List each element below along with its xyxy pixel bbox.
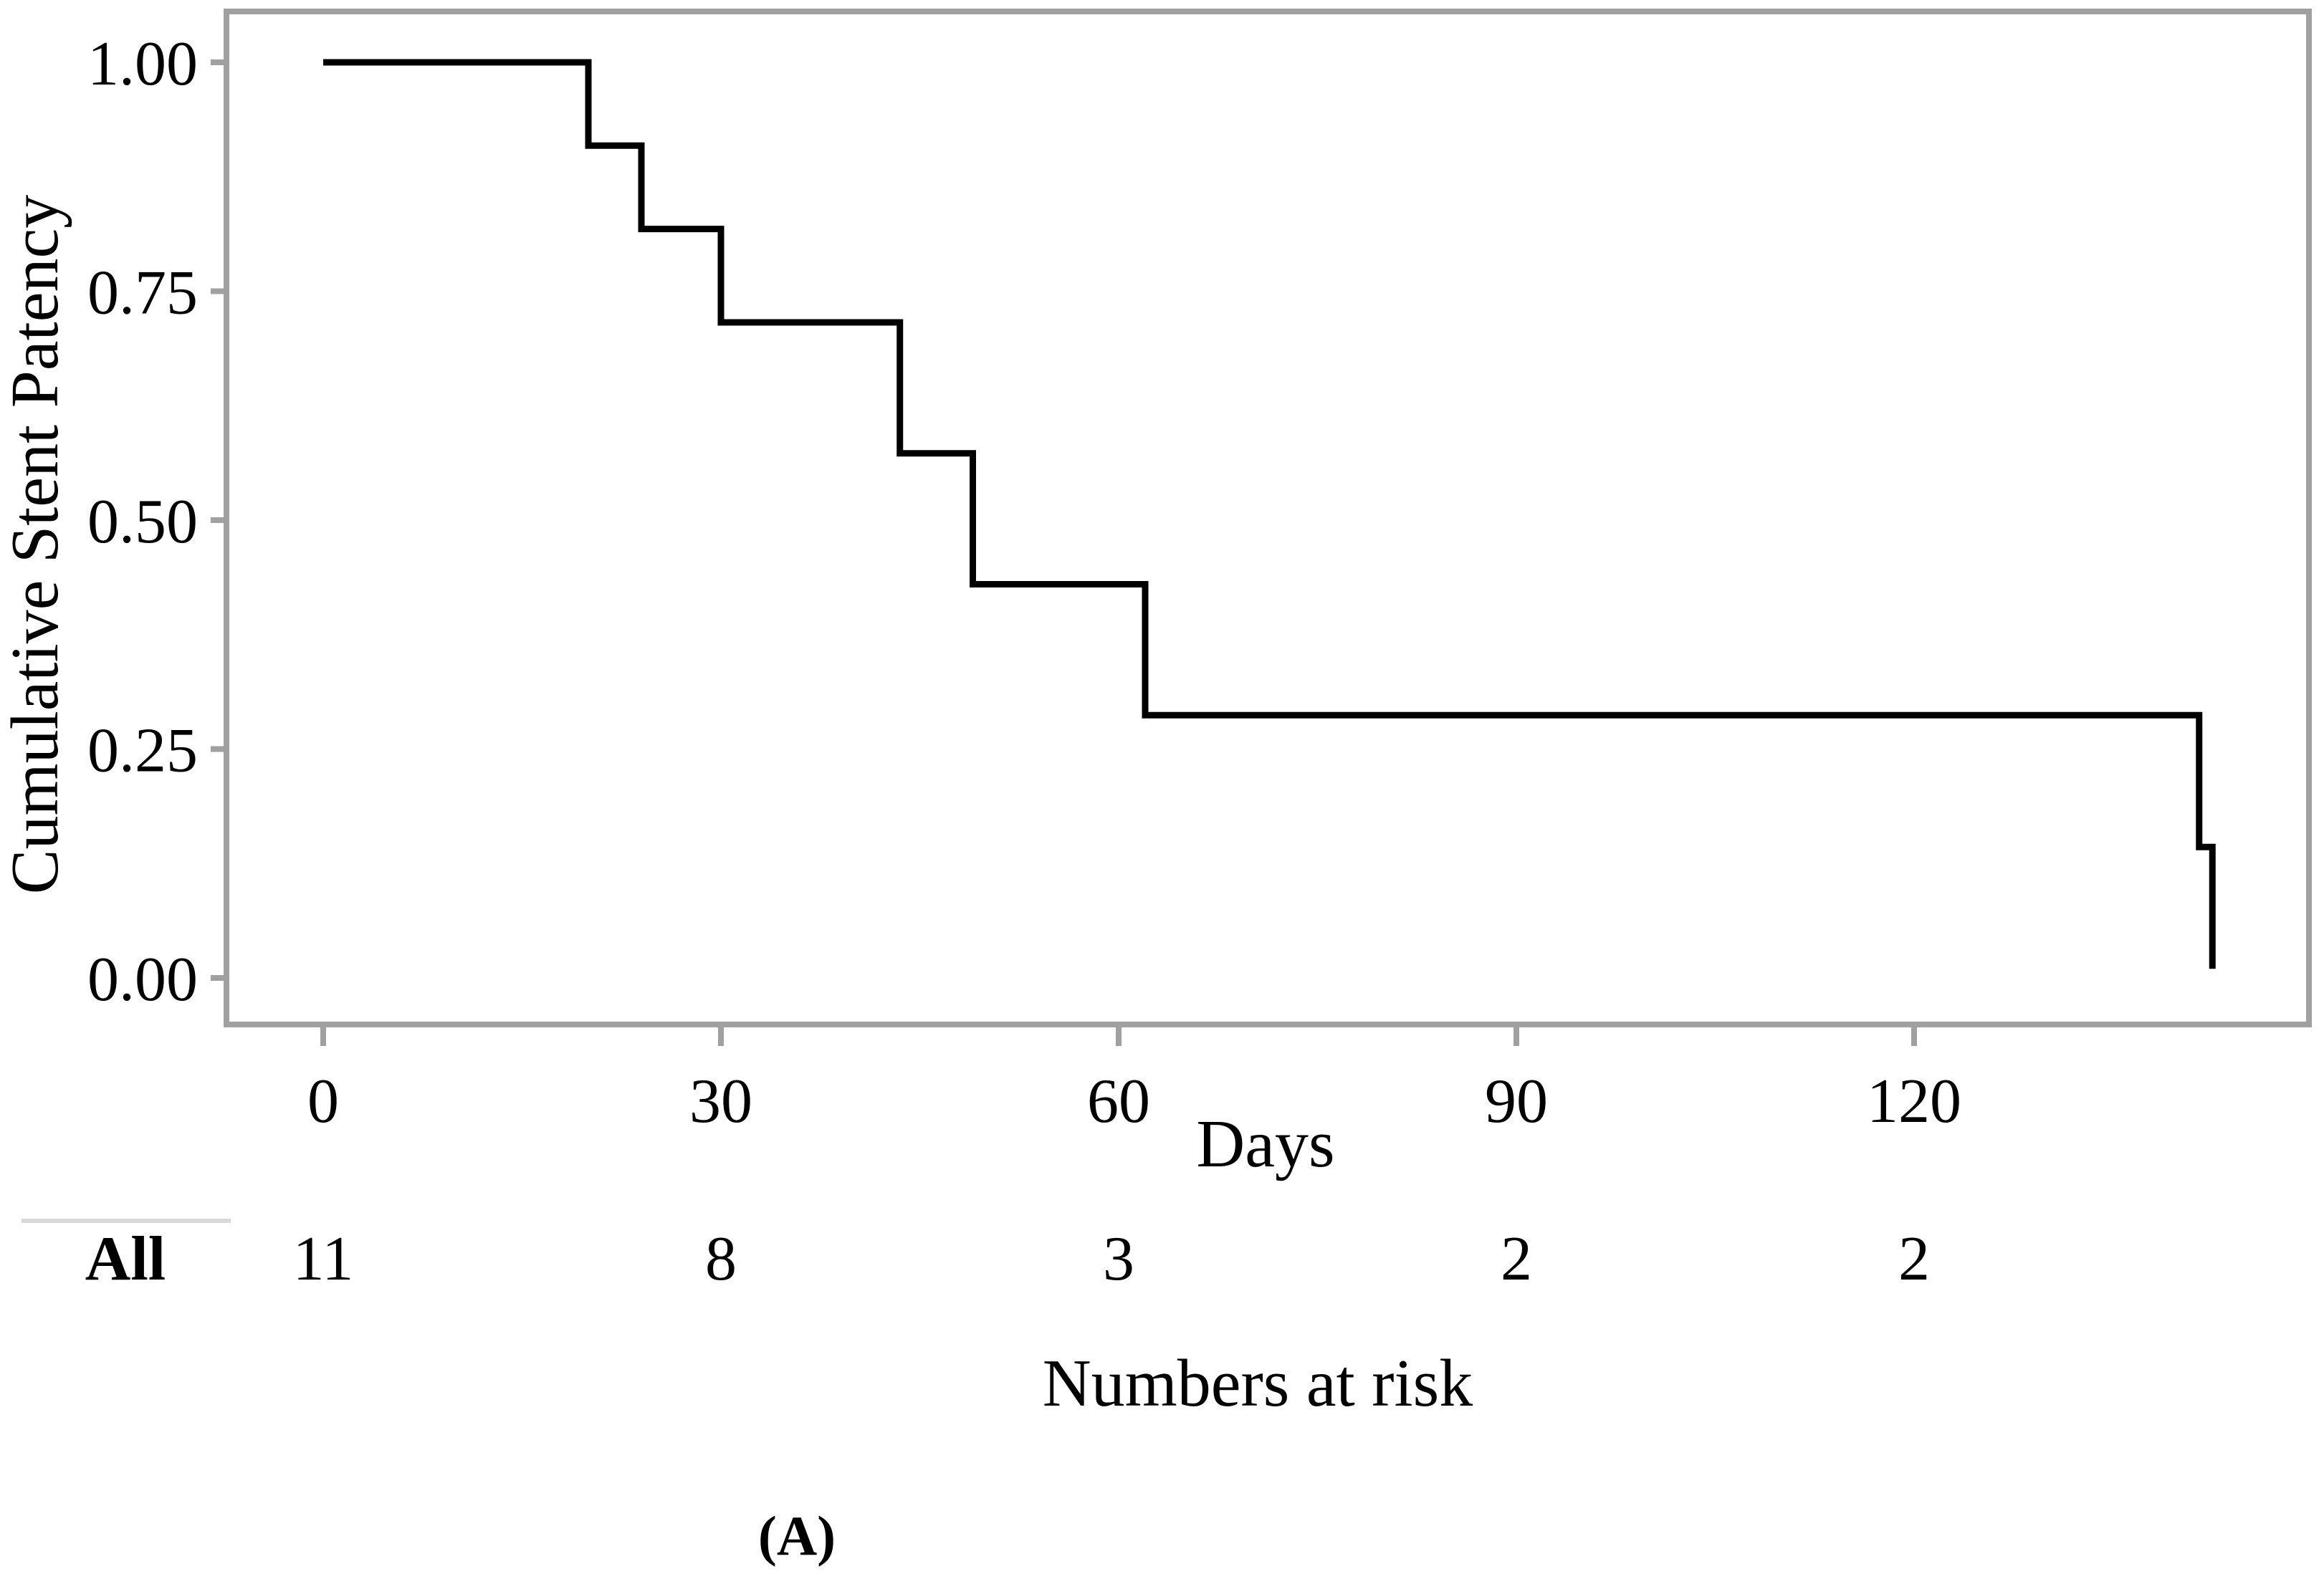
y-tick-label: 0.50 — [87, 487, 198, 557]
risk-count: 2 — [1898, 1224, 1930, 1294]
km-survival-curve — [323, 59, 2216, 969]
y-tick-label: 0.00 — [87, 945, 198, 1014]
x-tick-label: 0 — [307, 1067, 339, 1136]
x-tick-label: 30 — [689, 1067, 752, 1136]
risk-row-label: All — [85, 1224, 166, 1294]
plot-area — [224, 9, 2312, 1027]
risk-table-caption: Numbers at risk — [1043, 1346, 1473, 1421]
risk-counts-row: 11 8 3 2 2 — [293, 1224, 1930, 1294]
risk-count: 2 — [1501, 1224, 1532, 1294]
x-axis-label: Days — [1196, 1107, 1334, 1181]
x-axis-ticks: 0 30 60 90 120 — [307, 1027, 1961, 1136]
y-axis-label: Cumulative Stent Patency — [0, 195, 72, 894]
risk-count: 11 — [293, 1224, 354, 1294]
y-tick-label: 1.00 — [87, 29, 198, 99]
panel-label: (A) — [758, 1505, 836, 1567]
y-tick-label: 0.25 — [87, 716, 198, 786]
risk-count: 8 — [705, 1224, 737, 1294]
y-axis-ticks: 1.00 0.75 0.50 0.25 0.00 — [87, 29, 226, 1014]
x-tick-label: 60 — [1087, 1067, 1150, 1136]
risk-count: 3 — [1103, 1224, 1134, 1294]
x-tick-label: 90 — [1485, 1067, 1548, 1136]
y-tick-label: 0.75 — [87, 259, 198, 328]
x-tick-label: 120 — [1867, 1067, 1961, 1136]
